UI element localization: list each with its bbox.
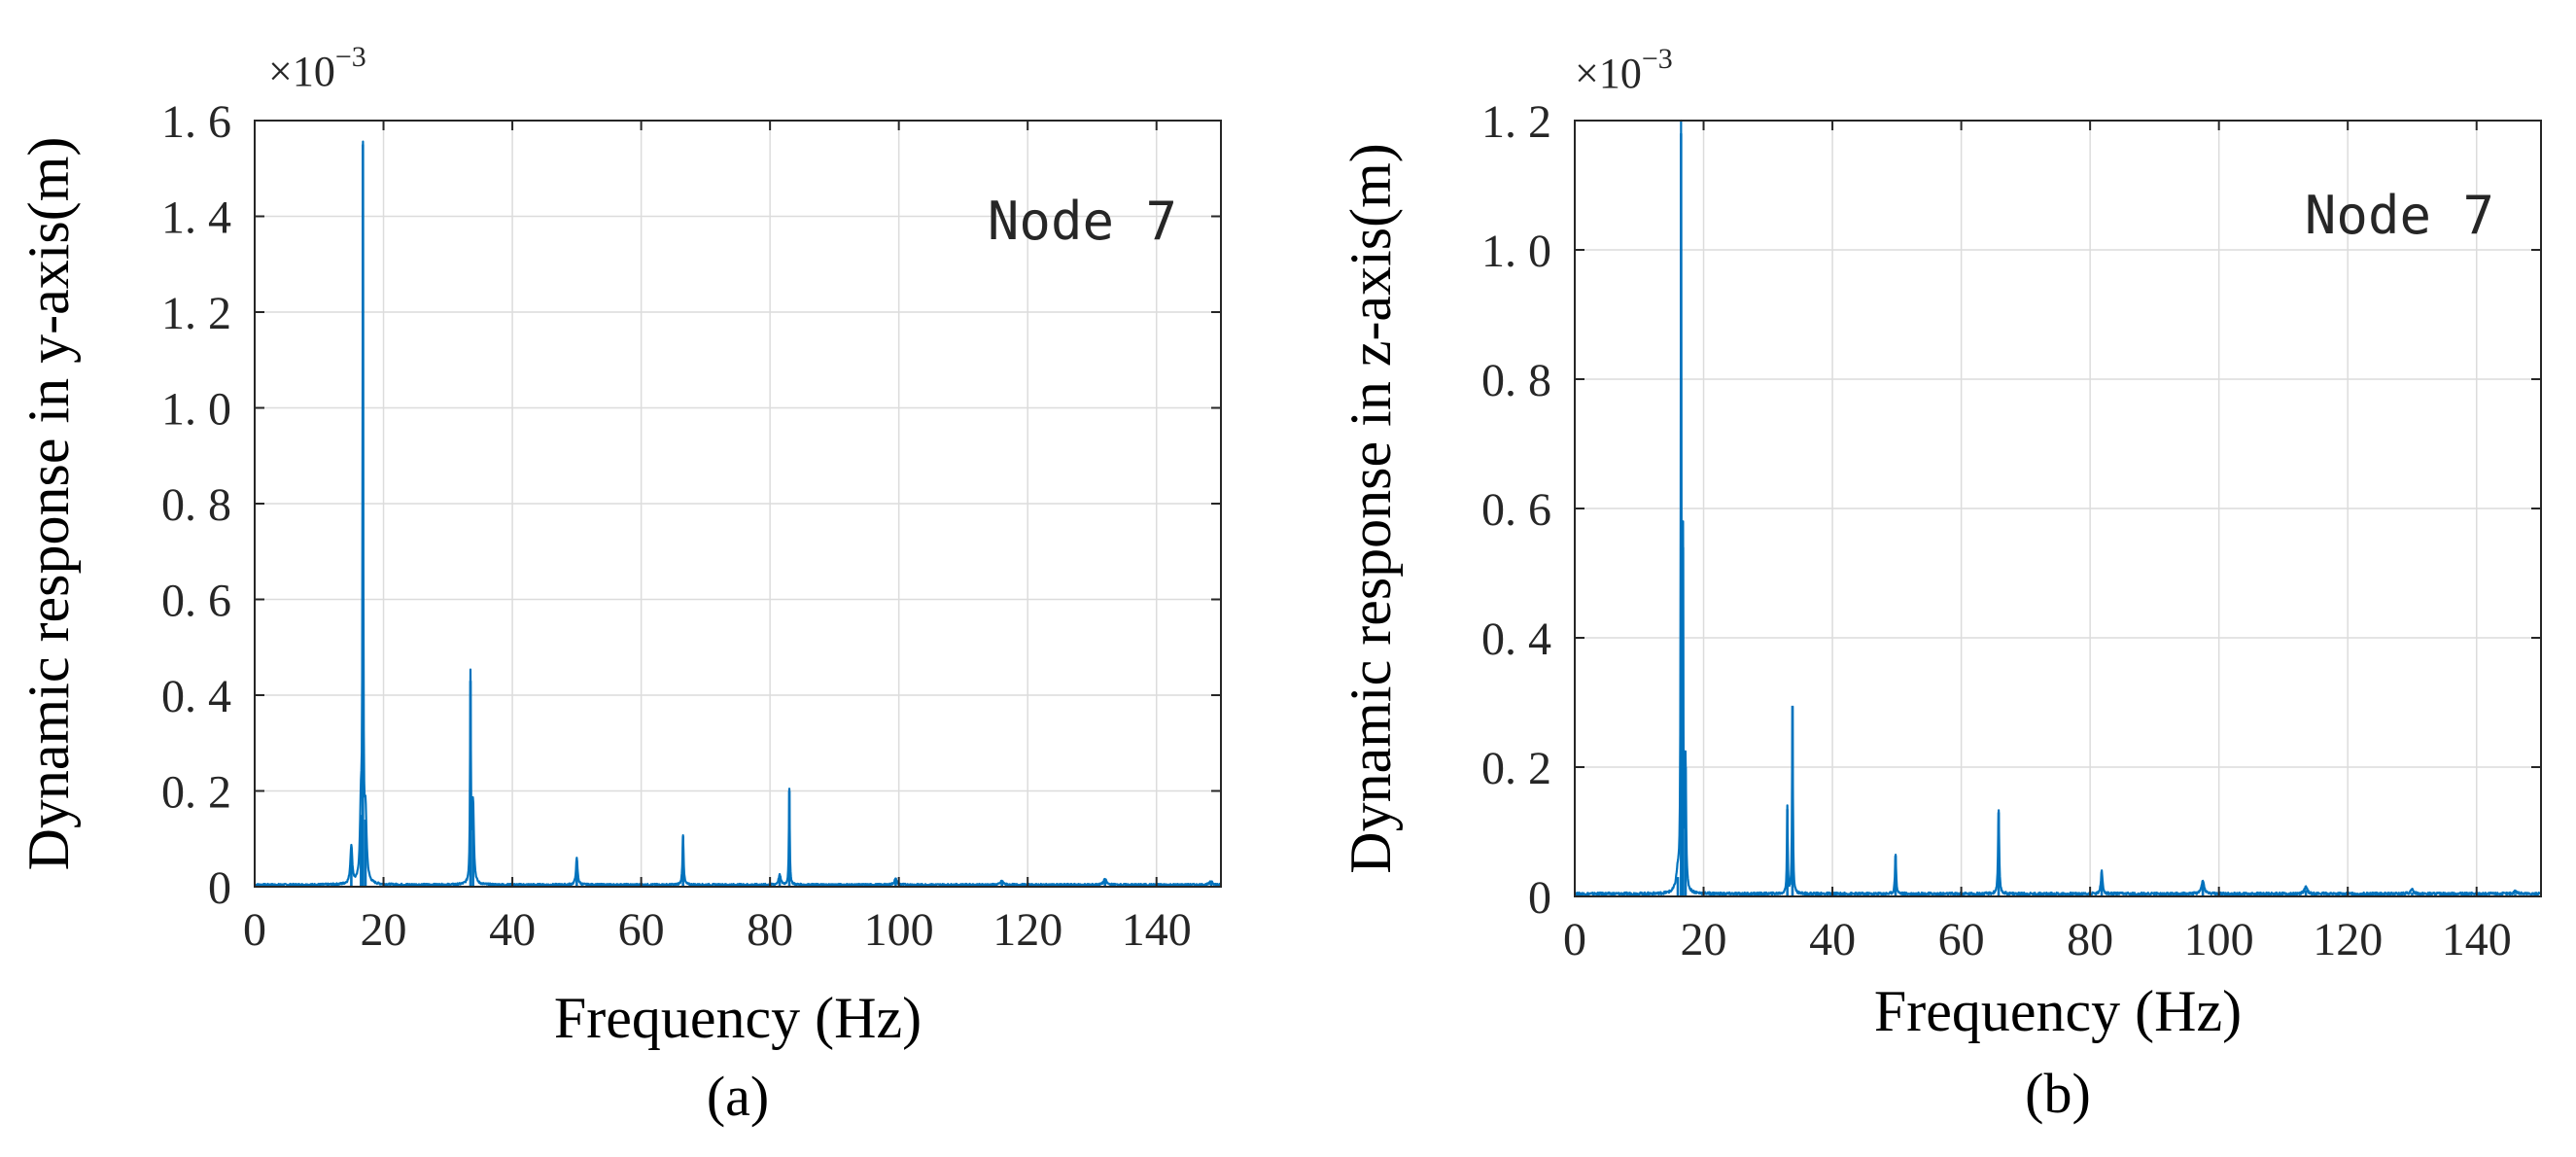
axis-exponent: ×10−3: [268, 41, 366, 95]
y-tick-label: 0. 8: [1481, 355, 1551, 406]
response-series-line: [254, 140, 1223, 888]
y-tick-label: 1. 0: [1481, 226, 1551, 277]
chart-panel-b: 0 20 40 60 80 100 120 140 0 0. 2 0. 4 0. 6 0. 8 1. 0 1…: [1339, 43, 2542, 1125]
exponent-power: −3: [335, 41, 366, 73]
node-annotation: Node 7: [988, 191, 1177, 252]
x-tick-label: 40: [1809, 914, 1856, 965]
y-tick-label: 0. 2: [1481, 743, 1551, 794]
x-tick-label: 0: [243, 904, 266, 956]
x-tick-label: 100: [864, 904, 934, 956]
exponent-base: ×10: [1575, 50, 1642, 97]
axis-exponent: ×10−3: [1575, 43, 1673, 97]
x-tick-label: 140: [1122, 904, 1192, 956]
x-tick-label: 80: [2067, 914, 2113, 965]
y-tick-label: 0. 6: [161, 576, 231, 627]
y-tick-label: 0. 8: [161, 479, 231, 531]
x-tick-label: 120: [992, 904, 1062, 956]
y-tick-label: 1. 6: [161, 96, 231, 148]
y-axis-label: Dynamic response in y-axis(m): [17, 137, 81, 871]
x-tick-label: 60: [618, 904, 665, 956]
x-tick-label: 20: [361, 904, 407, 956]
y-tick-label: 1. 0: [161, 384, 231, 436]
x-tick-label: 40: [489, 904, 536, 956]
y-tick-label: 1. 2: [1481, 96, 1551, 148]
node-annotation: Node 7: [2305, 185, 2494, 246]
panel-caption: (a): [707, 1065, 769, 1128]
exponent-base: ×10: [268, 48, 335, 95]
y-tick-label: 1. 4: [161, 193, 231, 244]
response-series-line: [1573, 119, 2542, 896]
y-tick-label: 0. 4: [161, 671, 231, 722]
x-tick-label: 80: [747, 904, 793, 956]
panel-caption: (b): [2025, 1062, 2091, 1125]
x-tick-label: 120: [2313, 914, 2383, 965]
x-tick-label: 60: [1938, 914, 1985, 965]
y-tick-label: 0. 6: [1481, 484, 1551, 536]
x-axis-label: Frequency (Hz): [1874, 979, 2242, 1043]
y-axis-label: Dynamic response in z-axis(m): [1339, 143, 1403, 873]
x-tick-label: 0: [1563, 914, 1586, 965]
y-tick-label: 0. 4: [1481, 614, 1551, 665]
y-tick-label: 0: [1528, 872, 1551, 924]
x-axis-label: Frequency (Hz): [554, 986, 922, 1050]
x-tick-label: 140: [2442, 914, 2512, 965]
x-tick-label: 100: [2184, 914, 2254, 965]
exponent-power: −3: [1642, 43, 1673, 75]
y-tick-label: 0. 2: [161, 767, 231, 819]
y-tick-label: 0: [208, 862, 231, 914]
chart-panel-a: 0 20 40 60 80 100 120 140 0 0. 2 0. 4 0. 6 0. 8 1. 0 1…: [17, 41, 1223, 1128]
y-tick-label: 1. 2: [161, 288, 231, 339]
x-tick-label: 20: [1681, 914, 1727, 965]
